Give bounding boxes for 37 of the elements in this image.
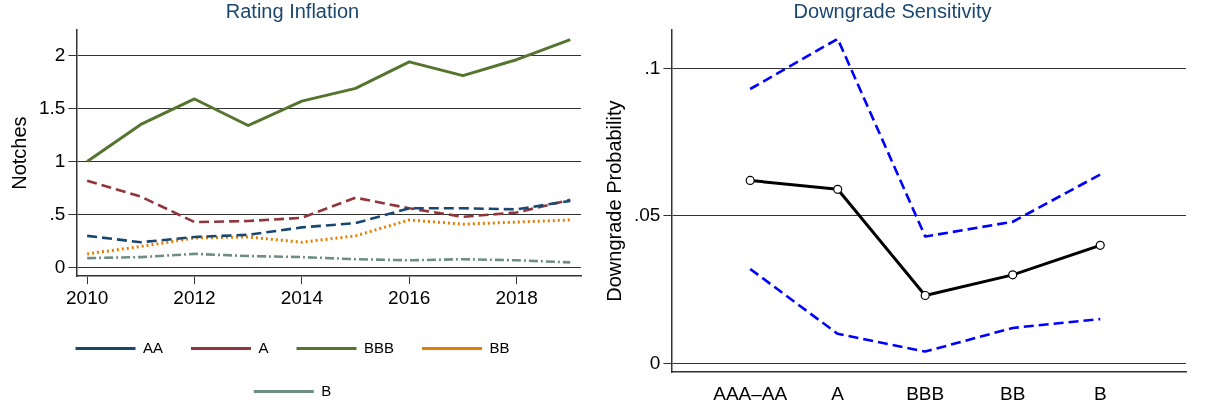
x-tick-label: 2012 [173,286,216,308]
point [1095,240,1105,250]
y-tick-label: .05 [633,204,661,226]
x-tick-label: 2014 [280,286,324,308]
line-series [748,267,1102,353]
y-axis-title: Notches [7,116,30,190]
chart-title: Rating Inflation [225,0,360,22]
x-tick-label: AAA–AA [713,382,788,404]
x-tick-label: A [831,382,845,404]
line-series [748,37,1102,238]
x-tick-label: BBB [906,382,945,404]
x-tick-label: 2016 [388,286,431,308]
y-tick-label: 2 [54,43,66,65]
point [833,184,843,194]
y-axis-title: Downgrade Probability [602,100,625,302]
line-series [85,199,572,244]
line-series [85,179,572,224]
y-tick-label: 0 [54,255,66,277]
legend-label: BBB [364,338,395,356]
x-tick-label: B [1093,382,1107,404]
line-series [85,218,572,256]
point [745,175,755,186]
y-tick-label: 1 [54,149,66,171]
y-tick-label: 1.5 [38,96,66,118]
line-series [85,252,572,264]
x-tick-label: 2010 [66,286,109,308]
x-tick-label: BB [1000,382,1026,404]
y-tick-label: .1 [644,56,661,78]
point [1008,270,1018,280]
x-tick-label: 2018 [495,286,538,308]
chart-title: Downgrade Sensitivity [793,0,992,22]
y-tick-label: 0 [649,351,661,373]
y-tick-label: .5 [49,202,66,224]
point [920,290,930,301]
legend-label: BB [489,338,510,356]
legend-label: AA [142,338,163,356]
legend-label: A [258,338,269,356]
